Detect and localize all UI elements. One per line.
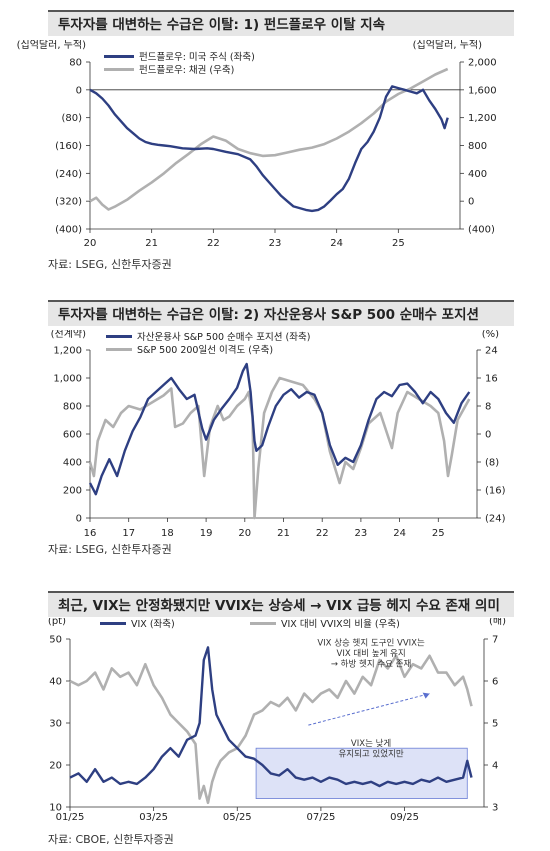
y-tick-label-right: 4 bbox=[492, 761, 498, 772]
x-tick-label: 05/25 bbox=[223, 812, 252, 823]
annotation-text: 유지되고 있었지만 bbox=[338, 749, 403, 760]
x-tick-label: 24 bbox=[393, 528, 406, 539]
chart-title: 투자자를 대변하는 수급은 이탈: 1) 펀드플로우 이탈 지속 bbox=[48, 10, 514, 36]
y-tick-label-left: 0 bbox=[76, 514, 82, 525]
y-tick-label-right: 400 bbox=[468, 169, 487, 180]
x-tick-label: 03/25 bbox=[139, 812, 168, 823]
x-tick-label: 01/25 bbox=[56, 812, 85, 823]
y-tick-label-right: 2,000 bbox=[468, 58, 497, 69]
trend-arrow-head bbox=[422, 692, 430, 699]
series-line-left-axis bbox=[69, 646, 473, 788]
y-tick-label-right: 800 bbox=[468, 141, 487, 152]
y-tick-label-left: 20 bbox=[49, 761, 62, 772]
y-tick-label-left: 10 bbox=[49, 803, 62, 814]
x-tick-label: 23 bbox=[269, 238, 282, 249]
annotation-text: VIX 대비 높게 유지 bbox=[337, 648, 406, 659]
series-line-right-axis bbox=[69, 654, 473, 805]
legend-label: S&P 500 200일선 이격도 (우축) bbox=[137, 344, 273, 356]
y-tick-label-left: (400) bbox=[55, 225, 82, 236]
y-tick-label-left: 400 bbox=[63, 458, 82, 469]
y-tick-label-left: 30 bbox=[49, 719, 62, 730]
y-tick-label-right: (16) bbox=[485, 486, 506, 497]
vix-vvix-chart: (pt) (배) 50 40 30 20 10 7 6 5 4 3 01/25 03/25 05/25 07/… bbox=[48, 618, 506, 823]
y-tick-label-right: 0 bbox=[485, 430, 491, 441]
y-tick-label-right: 16 bbox=[485, 374, 498, 385]
series-line-left-axis bbox=[89, 85, 449, 213]
y-tick-label-left: 0 bbox=[76, 85, 82, 96]
x-tick-label: 20 bbox=[238, 528, 251, 539]
y-tick-label-right: 1,600 bbox=[468, 85, 497, 96]
y-tick-label-left: 40 bbox=[49, 677, 62, 688]
legend-label: VIX (좌축) bbox=[131, 619, 175, 630]
y-tick-label-right: (400) bbox=[468, 225, 495, 236]
y-tick-label-left: (240) bbox=[55, 169, 82, 180]
x-tick-label: 22 bbox=[207, 238, 220, 249]
chart-panel-sp500-position: 투자자를 대변하는 수급은 이탈: 2) 자산운용사 S&P 500 순매수 포… bbox=[0, 290, 550, 560]
x-tick-label: 21 bbox=[277, 528, 290, 539]
annotation-text: VIX 상승 헷지 도구인 VVIX는 bbox=[317, 637, 425, 648]
y-tick-label-right: 24 bbox=[485, 346, 498, 357]
x-tick-label: 19 bbox=[200, 528, 213, 539]
legend-label: 자산운용사 S&P 500 순매수 포지션 (좌축) bbox=[137, 332, 310, 343]
x-tick-label: 16 bbox=[84, 528, 97, 539]
y-tick-label-right: 3 bbox=[492, 803, 498, 814]
y-tick-label-left: 1,000 bbox=[53, 374, 82, 385]
source-note: 자료: LSEG, 신한투자증권 bbox=[48, 543, 172, 556]
x-tick-label: 20 bbox=[84, 238, 97, 249]
chart-panel-fund-flow: 투자자를 대변하는 수급은 이탈: 1) 펀드플로우 이탈 지속 (십억달러, … bbox=[0, 0, 550, 271]
y-tick-label-left: 200 bbox=[63, 486, 82, 497]
y-tick-label-left: 50 bbox=[49, 635, 62, 646]
y-tick-label-left: 800 bbox=[63, 402, 82, 413]
y-tick-label-right: 5 bbox=[492, 719, 498, 730]
x-tick-label: 25 bbox=[432, 528, 445, 539]
legend-label: 펀드플로우: 미국 주식 (좌축) bbox=[139, 52, 255, 63]
fund-flow-chart: (십억달러, 누적) (십억달러, 누적)800(80)(160)(240)(32… bbox=[17, 40, 497, 249]
y-tick-label-left: (320) bbox=[55, 197, 82, 208]
y-tick-label-right: (8) bbox=[485, 458, 499, 469]
sp500-position-chart: (천계약) (%) 1,200 1,000 800 600 400 200 0 24 16 8 0 (8)… bbox=[51, 330, 506, 539]
x-tick-label: 21 bbox=[145, 238, 158, 249]
chart-title: 투자자를 대변하는 수급은 이탈: 2) 자산운용사 S&P 500 순매수 포… bbox=[48, 300, 514, 326]
y-tick-label-left: (160) bbox=[55, 141, 82, 152]
chart-panel-vix-vvix: 최근, VIX는 안정화됐지만 VVIX는 상승세 → VIX 급등 헤지 수요… bbox=[0, 585, 550, 851]
source-note: 자료: CBOE, 신한투자증권 bbox=[48, 833, 174, 846]
y-axis-left-unit: (천계약) bbox=[51, 330, 87, 340]
x-tick-label: 07/25 bbox=[306, 812, 335, 823]
y-axis-left-unit: (pt) bbox=[48, 618, 66, 627]
legend-label: VIX 대비 VVIX의 비율 (우축) bbox=[281, 619, 400, 630]
y-axis-right-unit: (%) bbox=[482, 330, 499, 340]
y-tick-label-right: 8 bbox=[485, 402, 491, 413]
x-tick-label: 23 bbox=[355, 528, 368, 539]
x-tick-label: 24 bbox=[330, 238, 343, 249]
y-tick-label-left: (80) bbox=[61, 113, 82, 124]
y-tick-label-left: 80 bbox=[69, 58, 82, 69]
x-tick-label: 18 bbox=[161, 528, 174, 539]
y-tick-label-left: 600 bbox=[63, 430, 82, 441]
annotation-text: VIX는 낮게 bbox=[351, 738, 391, 749]
y-axis-right-unit: (십억달러, 누적) bbox=[413, 40, 482, 51]
x-tick-label: 22 bbox=[316, 528, 329, 539]
source-note: 자료: LSEG, 신한투자증권 bbox=[48, 258, 172, 271]
y-tick-label-right: 6 bbox=[492, 677, 498, 688]
y-tick-label-right: 7 bbox=[492, 635, 498, 646]
y-axis-left-unit: (십억달러, 누적) bbox=[17, 40, 86, 51]
y-axis-right-unit: (배) bbox=[489, 618, 506, 627]
x-tick-label: 17 bbox=[122, 528, 135, 539]
x-tick-label: 09/25 bbox=[390, 812, 419, 823]
series-line-right-axis bbox=[88, 376, 471, 520]
trend-arrow-line bbox=[308, 693, 430, 726]
x-tick-label: 25 bbox=[392, 238, 405, 249]
y-tick-label-right: 0 bbox=[468, 197, 474, 208]
series-line-left-axis bbox=[88, 362, 471, 496]
y-tick-label-right: 1,200 bbox=[468, 113, 497, 124]
chart-title: 최근, VIX는 안정화됐지만 VVIX는 상승세 → VIX 급등 헤지 수요… bbox=[48, 591, 514, 617]
y-tick-label-right: (24) bbox=[485, 514, 506, 525]
y-tick-label-left: 1,200 bbox=[53, 346, 82, 357]
legend-label: 펀드플로우: 채권 (우축) bbox=[139, 64, 234, 76]
annotation-text: → 하방 헷지 수요 존재 bbox=[331, 658, 412, 669]
